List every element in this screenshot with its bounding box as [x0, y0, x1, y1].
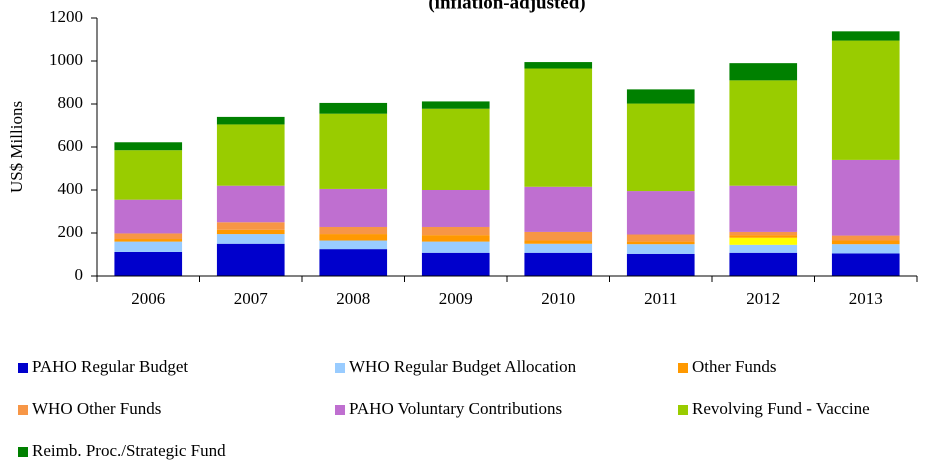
- bar-segment: [114, 241, 183, 252]
- bar-segment: [421, 226, 490, 236]
- bar-segment: [114, 150, 183, 200]
- bar-segment: [729, 63, 798, 81]
- bar-segment: [831, 240, 900, 245]
- legend-label: WHO Regular Budget Allocation: [349, 357, 577, 376]
- bar-segment: [216, 124, 285, 186]
- legend-label: WHO Other Funds: [32, 399, 161, 418]
- bar-segment: [729, 237, 798, 245]
- bar-segment: [319, 113, 388, 189]
- x-tick-label: 2007: [234, 289, 269, 308]
- bar-segment: [114, 199, 183, 234]
- bar-segment: [319, 102, 388, 114]
- bar-segment: [729, 80, 798, 186]
- bar-segment: [626, 89, 695, 104]
- bar-segment: [831, 40, 900, 160]
- bar-segment: [729, 231, 798, 236]
- legend-label: Other Funds: [692, 357, 777, 376]
- bar-segment: [114, 251, 183, 276]
- legend-swatch: [678, 363, 688, 373]
- x-tick-label: 2006: [131, 289, 165, 308]
- legend-label: Revolving Fund - Vaccine: [692, 399, 870, 418]
- bar-segment: [319, 234, 388, 241]
- bar-segment: [319, 188, 388, 227]
- legend-swatch: [18, 405, 28, 415]
- bar-segment: [626, 244, 695, 254]
- chart-title: (inflation-adjusted): [428, 0, 585, 13]
- bar-segment: [524, 231, 593, 241]
- bar-segment: [319, 226, 388, 235]
- bar-segment: [421, 235, 490, 242]
- bar-segment: [421, 241, 490, 253]
- legend-swatch: [678, 405, 688, 415]
- bar-segment: [216, 234, 285, 244]
- bar-segment: [421, 101, 490, 109]
- bar-segment: [626, 234, 695, 242]
- bar-segment: [729, 252, 798, 276]
- legend-swatch: [335, 363, 345, 373]
- legend-label: PAHO Voluntary Contributions: [349, 399, 562, 418]
- bar-segment: [216, 229, 285, 235]
- y-tick-label: 200: [58, 222, 84, 241]
- y-axis-label: US$ Millions: [7, 101, 26, 193]
- bar-segment: [319, 240, 388, 250]
- bar-segment: [421, 252, 490, 276]
- bar-segment: [319, 249, 388, 276]
- bar-segment: [626, 241, 695, 245]
- bar-segment: [524, 240, 593, 244]
- bar-segment: [114, 239, 183, 242]
- y-tick-label: 400: [58, 179, 84, 198]
- y-tick-label: 600: [58, 136, 84, 155]
- bar-segment: [729, 235, 798, 238]
- x-tick-label: 2012: [746, 289, 780, 308]
- bar-segment: [831, 159, 900, 236]
- x-tick-label: 2011: [644, 289, 677, 308]
- bar-segment: [524, 68, 593, 187]
- bar-segment: [626, 103, 695, 192]
- y-tick-label: 1000: [49, 50, 83, 69]
- bar-segment: [114, 233, 183, 240]
- bar-segment: [421, 190, 490, 227]
- bar-segment: [626, 253, 695, 276]
- y-tick-label: 800: [58, 93, 84, 112]
- bar-segment: [524, 243, 593, 253]
- bar-segment: [216, 243, 285, 276]
- x-tick-label: 2009: [439, 289, 473, 308]
- bar-segment: [216, 222, 285, 230]
- bar-segment: [524, 62, 593, 69]
- bar-segment: [626, 191, 695, 235]
- bar-segment: [831, 253, 900, 276]
- bar-segment: [216, 185, 285, 223]
- x-tick-label: 2008: [336, 289, 370, 308]
- legend-label: Reimb. Proc./Strategic Fund: [32, 441, 226, 460]
- legend-swatch: [18, 447, 28, 457]
- x-tick-label: 2013: [849, 289, 883, 308]
- bar-segment: [216, 116, 285, 125]
- bar-segment: [524, 186, 593, 232]
- y-tick-label: 0: [75, 265, 84, 284]
- legend-swatch: [335, 405, 345, 415]
- legend-label: PAHO Regular Budget: [32, 357, 188, 376]
- bar-segment: [729, 244, 798, 253]
- bar-segment: [831, 235, 900, 241]
- bar-segment: [524, 252, 593, 276]
- x-tick-label: 2010: [541, 289, 575, 308]
- bar-segment: [114, 142, 183, 151]
- bar-segment: [831, 31, 900, 41]
- bar-segment: [421, 108, 490, 190]
- y-tick-label: 1200: [49, 7, 83, 26]
- bar-segment: [831, 244, 900, 254]
- legend-swatch: [18, 363, 28, 373]
- bar-segment: [729, 185, 798, 232]
